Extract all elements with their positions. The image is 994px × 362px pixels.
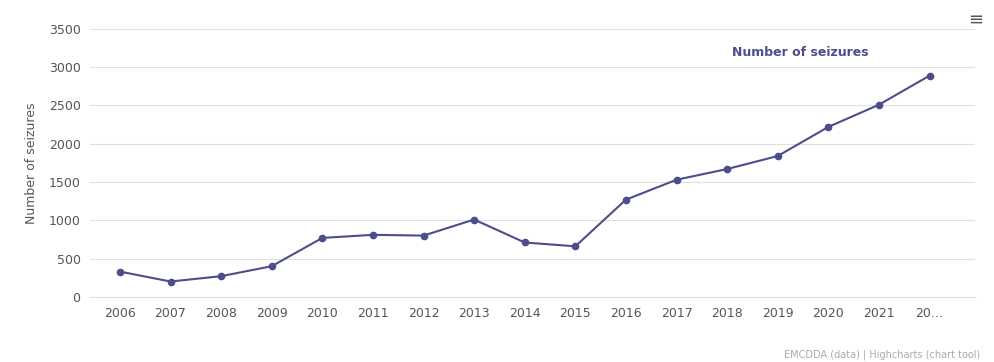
- Text: EMCDDA (data) | Highcharts (chart tool): EMCDDA (data) | Highcharts (chart tool): [783, 350, 979, 360]
- Y-axis label: Number of seizures: Number of seizures: [25, 102, 38, 224]
- Text: ≡: ≡: [967, 11, 982, 29]
- Text: Number of seizures: Number of seizures: [732, 46, 868, 59]
